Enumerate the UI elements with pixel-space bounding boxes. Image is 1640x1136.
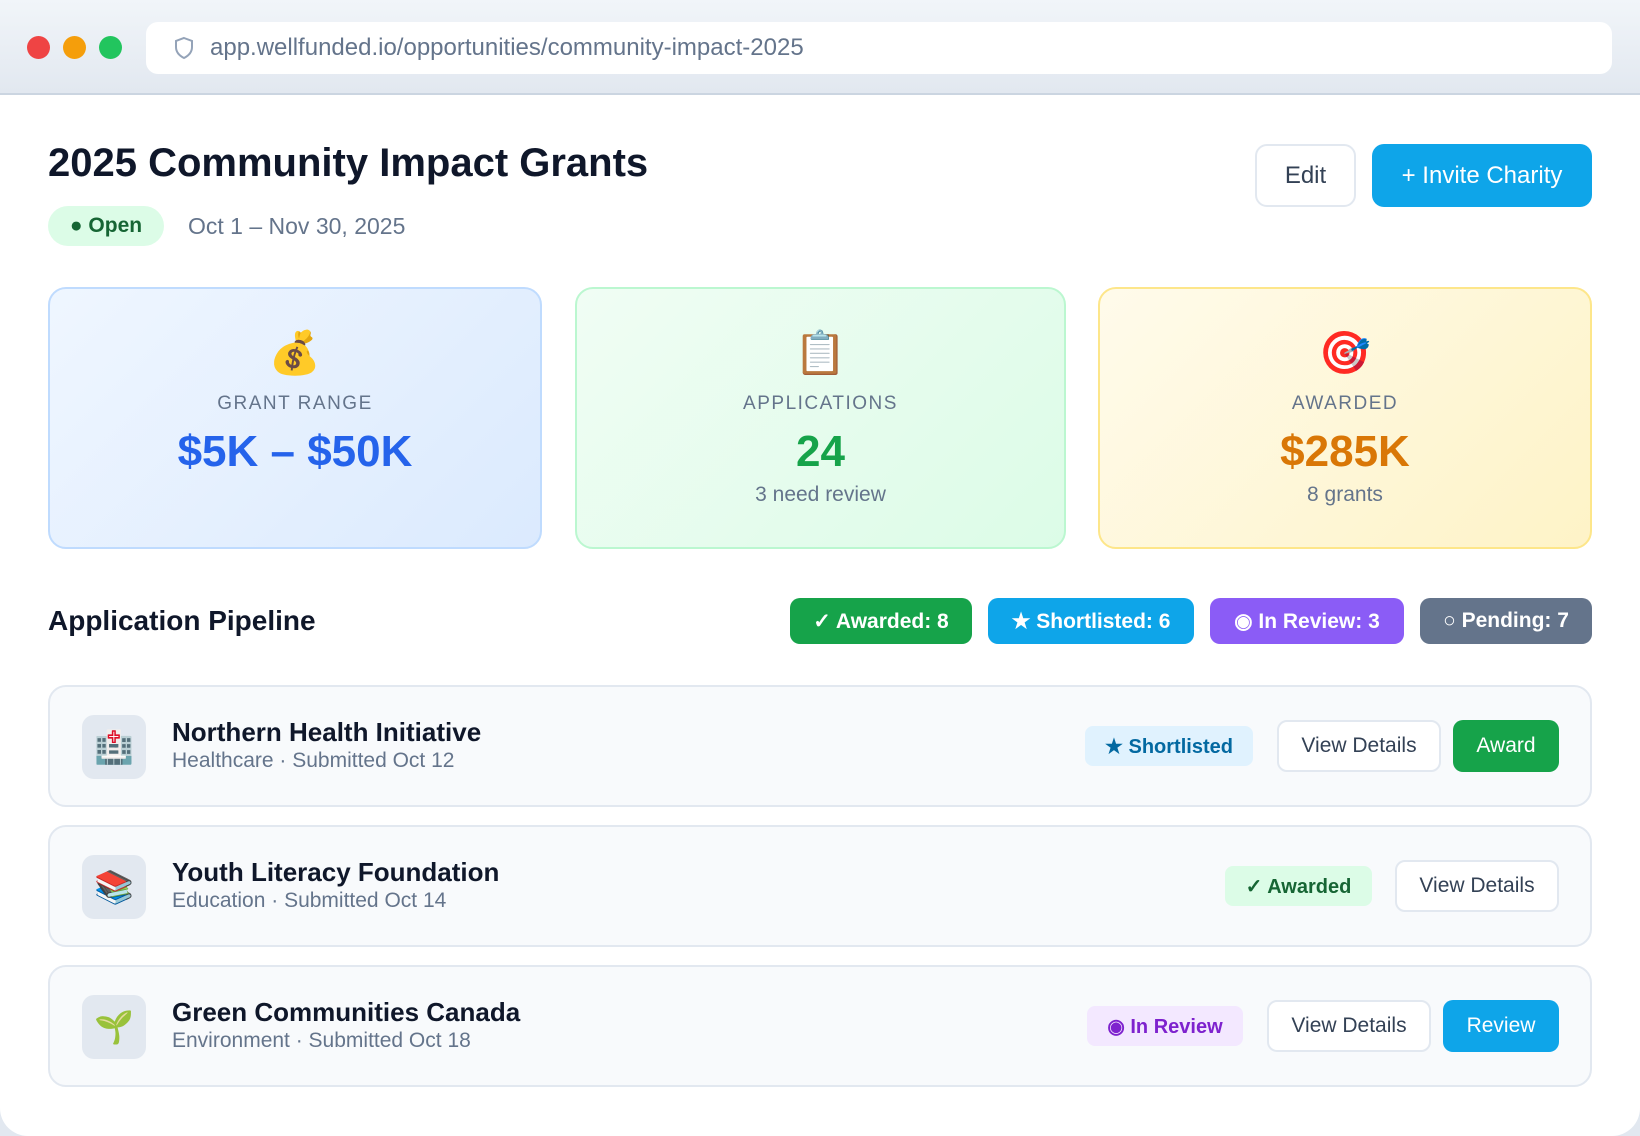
status-badge: ● Open bbox=[48, 206, 164, 246]
stat-label: AWARDED bbox=[1291, 393, 1399, 414]
hospital-icon: 🏥 bbox=[82, 715, 146, 779]
page-title: 2025 Community Impact Grants bbox=[48, 141, 649, 185]
filter-in-review[interactable]: ◉ In Review: 3 bbox=[1210, 598, 1404, 644]
stat-card-awarded: 🎯 AWARDED $285K 8 grants bbox=[1098, 287, 1592, 549]
stat-label: GRANT RANGE bbox=[217, 393, 373, 414]
browser-toolbar: app.wellfunded.io/opportunities/communit… bbox=[0, 0, 1640, 95]
minimize-window-button[interactable] bbox=[63, 36, 86, 59]
shield-icon bbox=[175, 36, 193, 60]
review-button[interactable]: Review bbox=[1443, 1000, 1559, 1052]
filter-shortlisted[interactable]: ★ Shortlisted: 6 bbox=[988, 598, 1194, 644]
stat-sub: 8 grants bbox=[1307, 483, 1383, 506]
filter-awarded[interactable]: ✓ Awarded: 8 bbox=[790, 598, 972, 644]
stat-value: $5K – $50K bbox=[177, 427, 413, 476]
stat-value: 24 bbox=[796, 427, 845, 476]
status-badge: ◉ In Review bbox=[1087, 1006, 1243, 1046]
view-details-button[interactable]: View Details bbox=[1395, 860, 1559, 912]
applicant-name[interactable]: Youth Literacy Foundation bbox=[172, 857, 500, 887]
url-text: app.wellfunded.io/opportunities/communit… bbox=[210, 34, 804, 61]
filter-pending[interactable]: ○ Pending: 7 bbox=[1420, 598, 1592, 644]
target-icon: 🎯 bbox=[1318, 329, 1372, 376]
applicant-meta: Education · Submitted Oct 14 bbox=[172, 889, 447, 912]
invite-charity-button[interactable]: + Invite Charity bbox=[1372, 144, 1592, 207]
maximize-window-button[interactable] bbox=[99, 36, 122, 59]
edit-button[interactable]: Edit bbox=[1255, 144, 1356, 207]
stat-value: $285K bbox=[1280, 427, 1410, 476]
view-details-button[interactable]: View Details bbox=[1277, 720, 1441, 772]
section-title: Application Pipeline bbox=[48, 605, 316, 636]
view-details-button[interactable]: View Details bbox=[1267, 1000, 1431, 1052]
award-button[interactable]: Award bbox=[1453, 720, 1559, 772]
application-row: 🏥 Northern Health Initiative Healthcare … bbox=[48, 685, 1592, 807]
applicant-meta: Environment · Submitted Oct 18 bbox=[172, 1029, 471, 1052]
close-window-button[interactable] bbox=[27, 36, 50, 59]
application-row: 📚 Youth Literacy Foundation Education · … bbox=[48, 825, 1592, 947]
status-badge: ✓ Awarded bbox=[1225, 866, 1372, 906]
application-row: 🌱 Green Communities Canada Environment ·… bbox=[48, 965, 1592, 1087]
address-bar[interactable]: app.wellfunded.io/opportunities/communit… bbox=[146, 22, 1612, 74]
applicant-name[interactable]: Green Communities Canada bbox=[172, 997, 521, 1027]
applicant-name[interactable]: Northern Health Initiative bbox=[172, 717, 482, 747]
money-bag-icon: 💰 bbox=[268, 329, 322, 376]
books-icon: 📚 bbox=[82, 855, 146, 919]
stat-sub: 3 need review bbox=[755, 483, 886, 506]
clipboard-icon: 📋 bbox=[794, 329, 847, 376]
status-badge: ★ Shortlisted bbox=[1085, 726, 1253, 766]
stat-card-applications: 📋 APPLICATIONS 24 3 need review bbox=[575, 287, 1066, 549]
stat-label: APPLICATIONS bbox=[743, 393, 898, 414]
date-range: Oct 1 – Nov 30, 2025 bbox=[188, 213, 406, 239]
stat-card-grant-range: 💰 GRANT RANGE $5K – $50K bbox=[48, 287, 542, 549]
seedling-icon: 🌱 bbox=[82, 995, 146, 1059]
applicant-meta: Healthcare · Submitted Oct 12 bbox=[172, 749, 455, 772]
